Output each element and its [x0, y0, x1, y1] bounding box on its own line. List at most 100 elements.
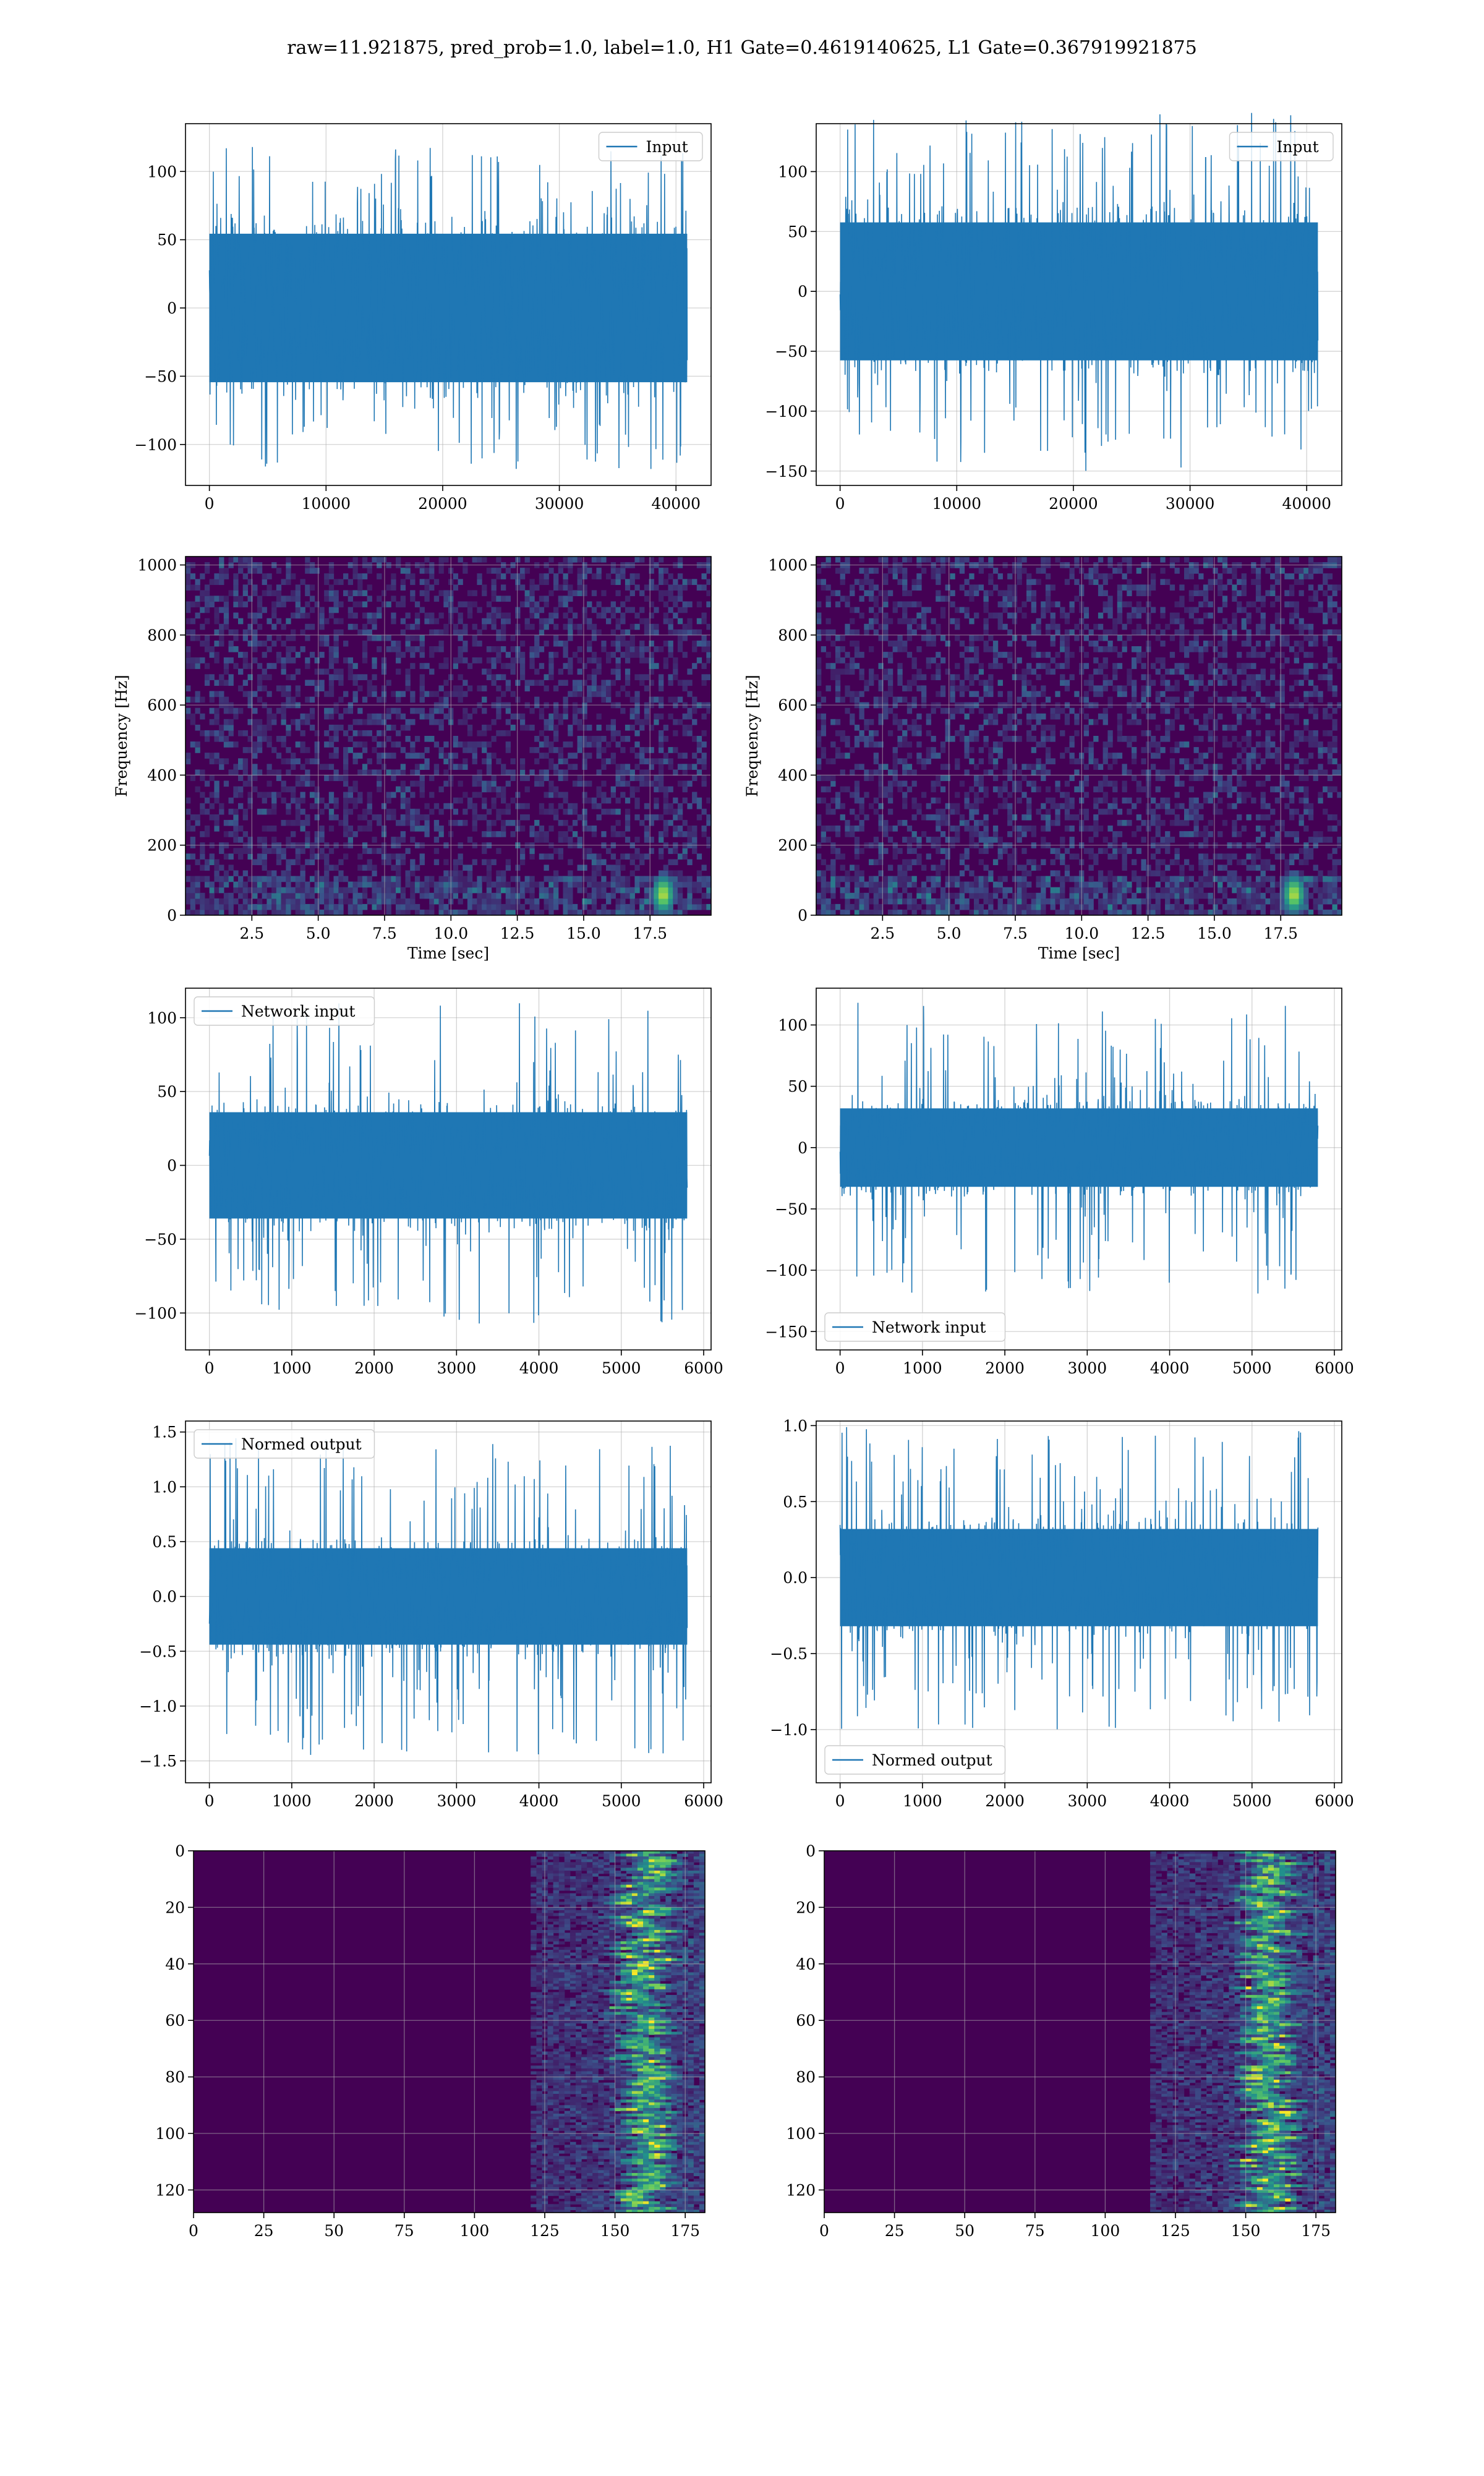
heatmap-cell: [611, 831, 616, 837]
heatmap-cell: [367, 809, 372, 815]
heatmap-cell: [984, 602, 989, 608]
heatmap-cell: [587, 876, 592, 882]
heatmap-cell: [568, 568, 573, 574]
heatmap-cell: [243, 809, 248, 815]
heatmap-cell: [487, 758, 492, 764]
heatmap-cell: [659, 674, 663, 680]
heatmap-cell: [1041, 607, 1046, 613]
heatmap-cell: [501, 691, 506, 698]
heatmap-cell: [1012, 663, 1017, 669]
heatmap-cell: [893, 853, 898, 860]
y-tick-label: 50: [157, 231, 177, 249]
heatmap-cell: [520, 893, 525, 899]
heatmap-cell: [453, 864, 458, 871]
heatmap-cell: [229, 809, 234, 815]
heatmap-cell: [406, 624, 411, 630]
heatmap-cell: [529, 596, 534, 602]
heatmap-cell: [663, 663, 668, 669]
heatmap-cell: [1093, 859, 1098, 865]
heatmap-cell: [1041, 899, 1046, 905]
heatmap-cell: [529, 624, 534, 630]
heatmap-cell: [616, 820, 621, 826]
heatmap-cell: [850, 893, 855, 899]
heatmap-cell: [1112, 853, 1117, 860]
heatmap-cell: [826, 584, 831, 591]
heatmap-cell: [229, 657, 234, 664]
heatmap-cell: [367, 685, 372, 691]
heatmap-cell: [683, 579, 688, 585]
heatmap-cell: [1107, 893, 1112, 899]
heatmap-cell: [334, 747, 339, 753]
heatmap-cell: [515, 652, 520, 658]
heatmap-cell: [472, 624, 477, 630]
heatmap-cell: [506, 899, 511, 905]
heatmap-cell: [864, 814, 869, 821]
heatmap-cell: [955, 674, 960, 680]
heatmap-cell: [630, 725, 635, 731]
heatmap-cell: [482, 668, 487, 675]
heatmap-cell: [296, 853, 301, 860]
heatmap-cell: [296, 781, 301, 787]
x-tick-label: 10000: [302, 495, 351, 513]
heatmap-cell: [520, 719, 525, 725]
heatmap-cell: [921, 568, 926, 574]
heatmap-cell: [606, 573, 611, 579]
heatmap-cell: [482, 618, 487, 625]
heatmap-cell: [233, 820, 238, 826]
heatmap-cell: [625, 837, 630, 843]
heatmap-cell: [434, 719, 439, 725]
heatmap-cell: [912, 798, 917, 804]
heatmap-cell: [678, 826, 683, 832]
heatmap-cell: [1103, 646, 1108, 652]
heatmap-cell: [816, 910, 821, 916]
heatmap-cell: [357, 899, 362, 905]
heatmap-cell: [1036, 910, 1041, 916]
heatmap-cell: [257, 624, 262, 630]
heatmap-cell: [974, 635, 979, 641]
heatmap-cell: [224, 899, 229, 905]
heatmap-cell: [539, 753, 544, 759]
heatmap-cell: [1046, 798, 1051, 804]
heatmap-cell: [592, 674, 597, 680]
heatmap-cell: [893, 641, 898, 647]
heatmap-cell: [229, 853, 234, 860]
heatmap-cell: [214, 887, 219, 894]
heatmap-cell: [252, 691, 257, 698]
heatmap-cell: [348, 590, 353, 596]
heatmap-cell: [233, 590, 238, 596]
heatmap-cell: [492, 719, 497, 725]
heatmap-cell: [315, 602, 320, 608]
heatmap-cell: [458, 579, 463, 585]
heatmap-cell: [382, 803, 386, 809]
heatmap-cell: [334, 602, 339, 608]
heatmap-cell: [897, 646, 902, 652]
heatmap-cell: [620, 876, 625, 882]
heatmap-cell: [420, 646, 425, 652]
heatmap-cell: [233, 573, 238, 579]
heatmap-cell: [998, 708, 1003, 714]
heatmap-cell: [592, 741, 597, 748]
heatmap-cell: [301, 607, 305, 613]
heatmap-cell: [850, 876, 855, 882]
heatmap-cell: [243, 904, 248, 910]
heatmap-cell: [301, 764, 305, 770]
heatmap-cell: [616, 663, 621, 669]
heatmap-cell: [424, 736, 429, 742]
heatmap-cell: [883, 893, 888, 899]
heatmap-cell: [391, 899, 396, 905]
heatmap-cell: [969, 736, 974, 742]
heatmap-cell: [343, 887, 348, 894]
heatmap-cell: [616, 831, 621, 837]
heatmap-cell: [582, 680, 587, 686]
heatmap-cell: [659, 573, 663, 579]
heatmap-cell: [424, 568, 429, 574]
heatmap-cell: [386, 714, 391, 720]
heatmap-cell: [401, 769, 406, 775]
heatmap-cell: [1041, 837, 1046, 843]
heatmap-cell: [458, 657, 463, 664]
heatmap-cell: [1107, 573, 1112, 579]
heatmap-cell: [945, 668, 950, 675]
heatmap-cell: [372, 674, 377, 680]
heatmap-cell: [1098, 668, 1103, 675]
heatmap-cell: [229, 910, 234, 916]
